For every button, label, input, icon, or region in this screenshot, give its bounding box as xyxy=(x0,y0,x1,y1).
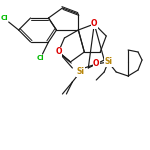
Text: O: O xyxy=(91,20,98,28)
Text: O: O xyxy=(93,60,99,69)
Text: Cl: Cl xyxy=(1,15,9,21)
Text: Cl: Cl xyxy=(37,55,44,61)
Text: Si: Si xyxy=(104,57,112,66)
Text: Si: Si xyxy=(76,68,84,76)
Text: O: O xyxy=(55,48,62,57)
